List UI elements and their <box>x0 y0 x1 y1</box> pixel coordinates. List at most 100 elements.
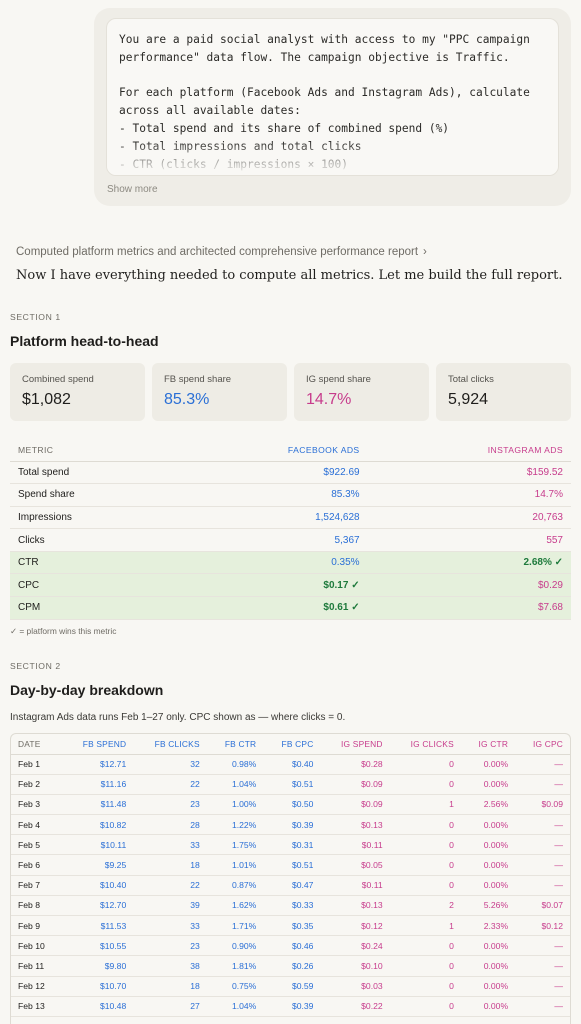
table-cell: $0.51 <box>263 774 321 795</box>
prompt-line: across all available dates: <box>119 104 301 118</box>
table-cell: $11.16 <box>61 774 134 795</box>
table-row: Feb 4 $10.82 28 1.22% $0.39 $0.13 0 0.00% — <box>11 814 570 836</box>
table-cell: 0 <box>389 774 461 795</box>
table-cell: — <box>515 935 570 957</box>
table-cell: 0.98% <box>206 754 264 775</box>
table-cell: — <box>515 834 570 856</box>
metric-row: Impressions 1,524,628 20,763 <box>10 506 571 530</box>
table-header-row: DATE FB SPEND FB CLICKS FB CTR FB CPC IG SPEN… <box>11 734 570 755</box>
column-header: IG CLICKS <box>389 734 461 755</box>
table-cell: $0.12 <box>515 915 570 937</box>
date-cell: Feb 3 <box>11 794 62 816</box>
table-cell: $0.09 <box>320 774 390 795</box>
table-row: Feb 1 $12.71 32 0.98% $0.40 $0.28 0 0.00% — <box>11 754 570 775</box>
table-cell: 0 <box>389 955 461 977</box>
table-cell: — <box>515 976 570 997</box>
table-cell: — <box>515 996 570 1017</box>
table-cell: 0 <box>389 996 461 1017</box>
metric-name: Spend share <box>10 483 173 507</box>
metric-name: CPC <box>10 573 173 598</box>
table-cell: $0.05 <box>320 854 390 876</box>
table-cell: $10.11 <box>61 834 134 856</box>
section-description: Instagram Ads data runs Feb 1–27 only. C… <box>10 712 346 723</box>
table-cell: $0.03 <box>320 976 390 997</box>
table-cell: 1.00% <box>206 794 264 816</box>
table-header-row: METRIC FACEBOOK ADS INSTAGRAM ADS <box>10 439 571 462</box>
date-cell: Feb 9 <box>11 915 62 937</box>
table-cell: — <box>515 875 570 896</box>
instagram-value: 557 <box>367 528 571 552</box>
table-cell: $0.39 <box>263 996 321 1017</box>
instagram-value: 2.68% ✓ <box>367 551 571 575</box>
date-cell: Feb 1 <box>11 754 62 775</box>
table-cell: 0.00% <box>460 955 516 977</box>
table-cell: 33 <box>133 915 207 937</box>
section-title: Platform head-to-head <box>10 333 159 349</box>
table-cell: 5.26% <box>460 895 516 917</box>
date-cell: Feb 8 <box>11 895 62 917</box>
metric-name: Impressions <box>10 506 173 530</box>
table-cell: $0.10 <box>320 955 390 977</box>
table-cell: $11.48 <box>61 794 134 816</box>
table-cell: — <box>515 774 570 795</box>
table-cell: 0 <box>389 935 461 957</box>
table-cell: $0.24 <box>320 935 390 957</box>
table-cell: $0.13 <box>320 814 390 836</box>
table-cell: 18 <box>133 976 207 997</box>
table-cell: $0.31 <box>263 834 321 856</box>
table-cell: $0.51 <box>263 854 321 876</box>
column-header: IG SPEND <box>320 734 390 755</box>
table-cell: $10.40 <box>61 875 134 896</box>
table-cell: — <box>515 854 570 876</box>
table-cell: 0 <box>389 854 461 876</box>
table-cell: 0.00% <box>460 875 516 896</box>
column-header: INSTAGRAM ADS <box>367 439 571 462</box>
table-cell: 23 <box>133 935 207 957</box>
show-more-button[interactable]: Show more <box>107 184 158 195</box>
section-label: SECTION 1 <box>10 312 61 322</box>
total-clicks-card: Total clicks 5,924 <box>436 363 571 421</box>
table-cell: $0.26 <box>263 955 321 977</box>
table-cell: $0.40 <box>263 754 321 775</box>
facebook-value: 85.3% <box>172 483 368 507</box>
table-row: Feb 6 $9.25 18 1.01% $0.51 $0.05 0 0.00% — <box>11 854 570 876</box>
table-cell: 2.56% <box>460 794 516 816</box>
column-header: FB SPEND <box>61 734 134 755</box>
daily-breakdown-table: DATE FB SPEND FB CLICKS FB CTR FB CPC IG SPEN… <box>11 734 570 1017</box>
prompt-line: performance" data flow. The campaign obj… <box>119 50 510 64</box>
table-cell: 1.04% <box>206 774 264 795</box>
table-cell: $9.25 <box>61 854 134 876</box>
thinking-summary-toggle[interactable]: Computed platform metrics and architecte… <box>16 246 427 258</box>
table-cell: $0.13 <box>320 895 390 917</box>
table-cell: — <box>515 754 570 775</box>
column-header: FB CTR <box>206 734 264 755</box>
metric-name: CTR <box>10 551 173 575</box>
table-cell: 1 <box>389 915 461 937</box>
table-cell: 0.90% <box>206 935 264 957</box>
table-cell: 0 <box>389 754 461 775</box>
instagram-value: $0.29 <box>367 573 571 598</box>
table-cell: 0 <box>389 834 461 856</box>
metric-row: CPM $0.61 ✓ $7.68 <box>10 596 571 620</box>
table-cell: $12.71 <box>61 754 134 775</box>
column-header: FACEBOOK ADS <box>172 439 368 462</box>
card-value: 85.3% <box>164 391 210 408</box>
column-header: FB CPC <box>263 734 321 755</box>
table-cell: 0.75% <box>206 976 264 997</box>
table-cell: 1.22% <box>206 814 264 836</box>
win-footnote: ✓ = platform wins this metric <box>10 626 117 636</box>
table-cell: 1 <box>389 794 461 816</box>
table-cell: $0.33 <box>263 895 321 917</box>
metric-row: CTR 0.35% 2.68% ✓ <box>10 551 571 575</box>
table-cell: 0.87% <box>206 875 264 896</box>
table-cell: $0.11 <box>320 834 390 856</box>
date-cell: Feb 11 <box>11 955 62 977</box>
table-cell: $0.47 <box>263 875 321 896</box>
table-row: Feb 5 $10.11 33 1.75% $0.31 $0.11 0 0.00% — <box>11 834 570 856</box>
table-cell: 33 <box>133 834 207 856</box>
table-cell: 1.75% <box>206 834 264 856</box>
date-cell: Feb 5 <box>11 834 62 856</box>
date-cell: Feb 12 <box>11 976 62 997</box>
daily-table-container: DATE FB SPEND FB CLICKS FB CTR FB CPC IG SPEN… <box>10 733 571 1024</box>
table-row: Feb 9 $11.53 33 1.71% $0.35 $0.12 1 2.33% $0.12 <box>11 915 570 937</box>
